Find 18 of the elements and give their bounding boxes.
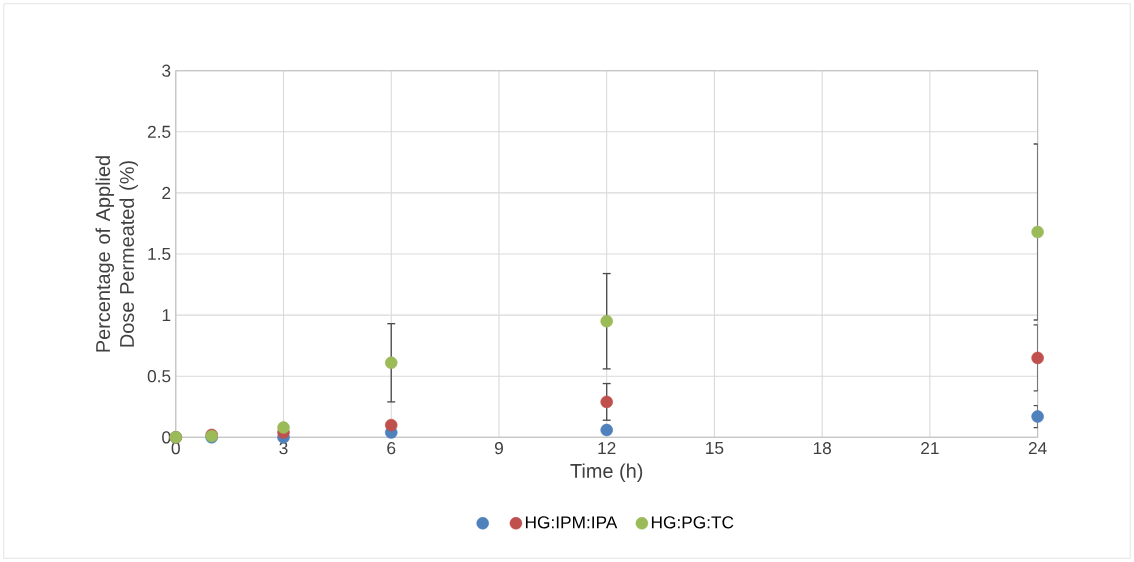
y-axis-title: Percentage of Applied Dose Permeated (%) [95,156,138,352]
x-tick-label: 12 [598,442,616,455]
y-tick-label: 2 [162,186,171,199]
legend-label: HG:IPM:IPA [525,516,618,529]
x-tick-label: 21 [921,442,939,455]
y-tick-label: 2.5 [147,125,171,138]
y-tick-label: 1 [162,309,171,322]
x-tick-label: 6 [387,442,396,455]
x-tick-label: 9 [494,442,503,455]
y-tick-label: 1.5 [148,247,171,260]
x-tick-label: 15 [706,442,724,455]
legend-label: HG:PG:TC [651,516,734,529]
y-tick-label: 3 [162,64,171,77]
y-tick-label: 0 [162,431,171,444]
x-axis-title: Time (h) [570,463,643,482]
x-tick-label: 24 [1028,442,1047,455]
x-tick-label: 18 [813,442,832,455]
y-tick-label: 0.5 [147,370,171,383]
